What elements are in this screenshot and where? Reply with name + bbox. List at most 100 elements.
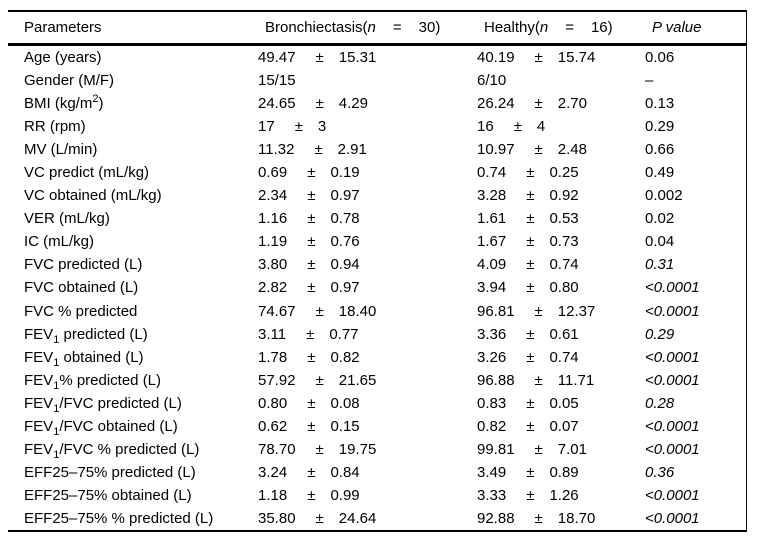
parameter-label: VER (mL/kg) [8,210,258,227]
label-text: VER (mL/kg) [24,210,110,228]
parameter-label: VC obtained (mL/kg) [8,187,258,204]
bronchiectasis-cell: 11.32 ±2.91 [258,141,477,158]
table-row: EFF25–75% predicted (L) 3.24 ±0.84 3.49 ±0… [8,461,746,484]
plus-minus-sign: ± [526,279,535,297]
label-text: BMI (kg/m [24,95,93,113]
healthy-mean: 1.61 [477,210,507,228]
label-text: FEV [24,325,54,343]
p-value: 0.66 [645,141,675,159]
healthy-sd: 0.05 [549,394,579,412]
p-value: 0.29 [645,325,675,343]
p-value-cell: <0.0001 [645,510,746,527]
parameter-label: FEV1 obtained (L) [8,348,258,369]
parameter-label: FVC obtained (L) [8,279,258,296]
group1-equals: = [392,19,402,36]
bronchiectasis-cell: 17 ±3 [258,118,477,135]
plus-minus-sign: ± [526,417,535,435]
healthy-mean: 3.28 [477,187,507,205]
table-row: FVC predicted (L) 3.80 ±0.94 4.09 ±0.74 0.… [8,253,746,276]
parameter-label: EFF25–75% % predicted (L) [8,510,258,527]
healthy-sd: 0.89 [549,463,579,481]
parameter-label: FVC predicted (L) [8,256,258,273]
bronchiectasis-mean: 17 [258,118,275,136]
header-healthy: Healthy(n = 16) [477,19,645,36]
healthy-cell: 16 ±4 [477,118,645,135]
label-text-suffix: obtained (L) [59,348,144,366]
healthy-sd: 11.71 [557,371,595,389]
table-row: Gender (M/F) 15/15 6/10 – [8,69,746,92]
bronchiectasis-cell: 1.19 ±0.76 [258,233,477,250]
bronchiectasis-mean: 2.34 [258,187,288,205]
p-value: 0.06 [645,49,675,67]
label-text-suffix: /FVC obtained (L) [59,417,178,435]
plus-minus-sign: ± [526,256,535,274]
bronchiectasis-cell: 15/15 [258,72,477,89]
healthy-mean: 3.36 [477,325,507,343]
p-value: <0.0001 [645,486,700,504]
bronchiectasis-cell: 74.67 ±18.40 [258,303,477,320]
p-value-cell: 0.66 [645,141,746,158]
bronchiectasis-mean: 1.16 [258,210,288,228]
plus-minus-sign: ± [315,440,324,458]
plus-minus-sign: ± [534,141,543,159]
table-row: FEV1/FVC predicted (L) 0.80 ±0.08 0.83 ±0.… [8,392,746,415]
healthy-cell: 3.33 ±1.26 [477,487,645,504]
bronchiectasis-cell: 1.18 ±0.99 [258,487,477,504]
bronchiectasis-sd: 0.19 [330,164,360,182]
plus-minus-sign: ± [534,509,543,527]
p-value: – [645,72,654,90]
healthy-cell: 0.83 ±0.05 [477,395,645,412]
p-value-cell: <0.0001 [645,441,746,458]
healthy-cell: 99.81 ±7.01 [477,441,645,458]
healthy-cell: 1.67 ±0.73 [477,233,645,250]
p-value: <0.0001 [645,509,700,527]
table-row: EFF25–75% % predicted (L) 35.80 ±24.64 92… [8,507,746,530]
p-value: <0.0001 [645,440,700,458]
plus-minus-sign: ± [534,371,543,389]
bronchiectasis-mean: 49.47 [258,49,296,67]
plus-minus-sign: ± [526,187,535,205]
healthy-sd: 2.48 [557,141,587,159]
label-subscript: 1 [53,379,60,392]
healthy-sd: 0.73 [549,233,579,251]
header-p-value: P value [652,19,702,36]
healthy-mean: 3.49 [477,463,507,481]
plus-minus-sign: ± [526,210,535,228]
p-value-cell: 0.49 [645,164,746,181]
healthy-mean: 96.88 [477,371,515,389]
plus-minus-sign: ± [307,394,316,412]
p-value-cell: <0.0001 [645,372,746,389]
bronchiectasis-sd: 3 [317,118,327,136]
parameter-label: FEV1 predicted (L) [8,325,258,346]
plus-minus-sign: ± [307,164,316,182]
plus-minus-sign: ± [306,325,315,343]
plus-minus-sign: ± [526,164,535,182]
healthy-mean: 26.24 [477,95,515,113]
bronchiectasis-sd: 21.65 [338,371,377,389]
bronchiectasis-cell: 0.80 ±0.08 [258,395,477,412]
healthy-cell: 96.81 ±12.37 [477,303,645,320]
healthy-cell: 3.49 ±0.89 [477,464,645,481]
healthy-mean: 92.88 [477,509,515,527]
p-value: 0.04 [645,233,675,251]
bronchiectasis-sd: 24.64 [338,509,377,527]
label-text: IC (mL/kg) [24,233,95,251]
healthy-cell: 96.88 ±11.71 [477,372,645,389]
bronchiectasis-cell: 1.16 ±0.78 [258,210,477,227]
p-value: 0.31 [645,256,675,274]
p-value: 0.02 [645,210,675,228]
parameter-label: FEV1/FVC predicted (L) [8,395,258,415]
bronchiectasis-sd: 19.75 [338,440,377,458]
plus-minus-sign: ± [526,463,535,481]
bronchiectasis-sd: 0.97 [330,187,360,205]
p-value: 0.13 [645,95,675,113]
healthy-sd: 1.26 [549,486,579,504]
group2-count: 16) [590,19,613,36]
label-text: VC predict (mL/kg) [24,164,150,182]
bronchiectasis-mean: 15/15 [258,72,296,90]
table-row: FEV1% predicted (L) 57.92 ±21.65 96.88 ±11… [8,369,746,392]
healthy-sd: 0.53 [549,210,579,228]
healthy-mean: 16 [477,118,494,136]
label-text: FEV [24,371,54,389]
healthy-sd: 15.74 [557,49,596,67]
